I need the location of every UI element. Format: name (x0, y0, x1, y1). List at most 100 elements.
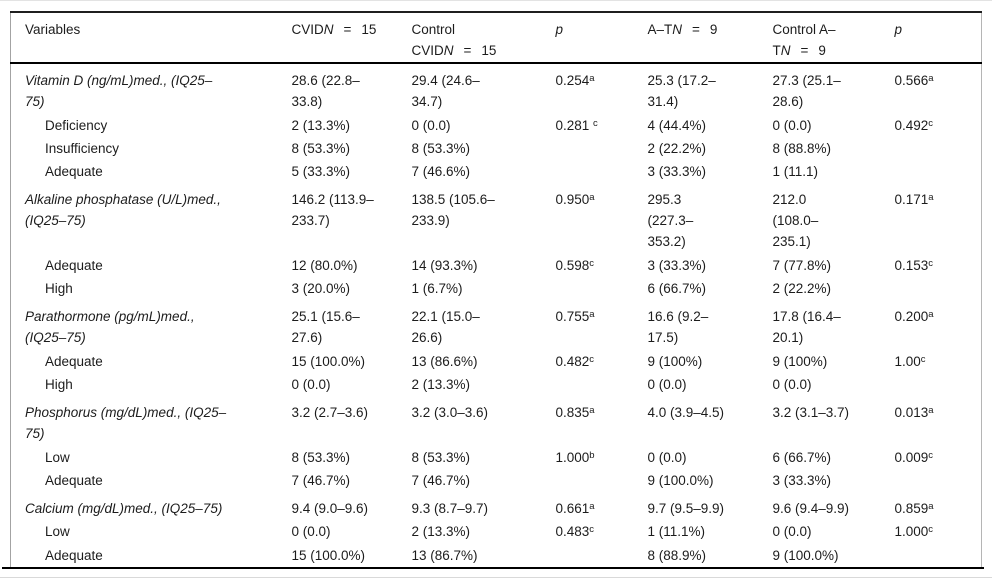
control-a-t-value: 9 (100.0%) (772, 547, 839, 563)
p-value-left: 0.482c (555, 353, 595, 369)
a-t-value: 295.3 (227.3–353.2) (647, 192, 694, 250)
control-cvid-value: 22.1 (15.0–26.6) (411, 309, 480, 346)
cvid-value: 7 (46.7%) (291, 472, 351, 488)
column-header-variables: Variables (25, 22, 81, 37)
control-a-t-value: 3.2 (3.1–3.7) (772, 405, 850, 421)
p-value-right: 0.200a (894, 309, 934, 325)
row-label: Insufficiency (45, 140, 120, 156)
cvid-value: 15 (100.0%) (291, 547, 366, 563)
row-label: Phosphorus (mg/dL)med., (IQ25–75) (25, 405, 227, 442)
footnote-marker: a (928, 192, 934, 204)
footnote-marker: a (589, 73, 595, 84)
control-a-t-value: 1 (11.1) (772, 163, 819, 179)
row-label: Adequate (45, 472, 103, 488)
p-value-right: 0.013a (894, 405, 934, 421)
a-t-value: 1 (11.1%) (647, 524, 706, 540)
column-header-a-t: A–TN = 9 (647, 12, 772, 63)
page-frame-line-top (0, 0, 992, 1)
sample-size: 15 (481, 43, 497, 58)
cvid-value: 3.2 (2.7–3.6) (291, 405, 369, 421)
cvid-value: 146.2 (113.9–233.7) (291, 192, 374, 229)
row-label: Adequate (45, 163, 103, 179)
p-value-left (555, 544, 647, 567)
footnote-marker: a (589, 192, 595, 204)
category-row: Adequate 12 (80.0%) 14 (93.3%) 0.598c 3 (33.… (11, 254, 982, 277)
control-a-t-value: 8 (88.8%) (772, 140, 832, 156)
cvid-value: 28.6 (22.8–33.8) (291, 73, 360, 109)
p-value-left: 1.000b (555, 449, 595, 465)
a-t-value: 9 (100.0%) (647, 472, 714, 488)
a-t-value: 25.3 (17.2–31.4) (647, 73, 716, 109)
a-t-value: 3 (33.3%) (647, 163, 707, 179)
control-cvid-value: 2 (13.3%) (411, 524, 471, 540)
footnote-marker: a (928, 73, 934, 84)
group-label: A–T (647, 22, 673, 37)
row-label: Adequate (45, 547, 103, 563)
control-cvid-value: 14 (93.3%) (411, 257, 478, 273)
footnote-marker: c (593, 117, 598, 129)
control-cvid-value: 8 (53.3%) (411, 140, 471, 156)
p-value-left: 0.950a (555, 192, 595, 208)
cvid-value: 0 (0.0) (291, 524, 331, 540)
group-label: CVID (291, 22, 324, 37)
cvid-value: 12 (80.0%) (291, 257, 358, 273)
row-label: Low (45, 449, 70, 465)
p-value-right (894, 373, 982, 396)
row-label: Alkaline phosphatase (U/L)med., (IQ25–75… (25, 192, 221, 229)
category-row: Deficiency 2 (13.3%) 0 (0.0) 0.281 c 4 (44.4… (11, 114, 982, 137)
a-t-value: 2 (22.2%) (647, 140, 707, 156)
control-a-t-value: 3 (33.3%) (772, 472, 832, 488)
p-value-right: 0.171a (894, 192, 934, 208)
p-value-right: 0.566a (894, 73, 934, 88)
control-cvid-value: 138.5 (105.6–233.9) (411, 192, 495, 229)
cvid-value: 15 (100.0%) (291, 353, 366, 369)
row-label: High (45, 376, 73, 392)
category-row: Low 8 (53.3%) 8 (53.3%) 1.000b 0 (0.0) 6 (66.… (11, 446, 982, 469)
a-t-value: 4.0 (3.9–4.5) (647, 405, 725, 421)
column-header-p-right: p (894, 22, 903, 37)
row-label: Deficiency (45, 117, 108, 133)
footnote-marker: c (928, 524, 934, 536)
a-t-value: 9.7 (9.5–9.9) (647, 501, 725, 517)
sample-size: 9 (709, 22, 718, 37)
control-a-t-value: 2 (22.2%) (772, 281, 832, 297)
control-a-t-value: 27.3 (25.1–28.6) (772, 73, 841, 109)
sample-size: 15 (361, 22, 377, 37)
control-cvid-value: 29.4 (24.6–34.7) (411, 73, 480, 109)
footnote-marker: a (928, 501, 934, 513)
n-symbol: N (323, 22, 334, 37)
row-label: Parathormone (pg/mL)med., (IQ25–75) (25, 309, 195, 346)
footnote-marker: a (589, 405, 595, 417)
category-row: Adequate 7 (46.7%) 7 (46.7%) 9 (100.0%) 3 (3… (11, 469, 982, 492)
p-value-left (555, 137, 647, 160)
cvid-value: 25.1 (15.6–27.6) (291, 309, 360, 346)
a-t-value: 8 (88.9%) (647, 547, 707, 563)
column-header-control-a-t: Control A–TN = 9 (772, 12, 894, 63)
footnote-marker: c (920, 353, 926, 365)
cvid-value: 8 (53.3%) (291, 449, 351, 465)
footnote-marker: c (928, 257, 934, 269)
category-row: Low 0 (0.0) 2 (13.3%) 0.483c 1 (11.1%) 0 (0.0… (11, 520, 982, 543)
control-cvid-value: 0 (0.0) (411, 117, 451, 133)
control-cvid-value: 3.2 (3.0–3.6) (411, 405, 489, 421)
control-a-t-value: 9.6 (9.4–9.9) (772, 501, 850, 517)
p-value-right (894, 469, 982, 492)
row-label: High (45, 281, 73, 297)
a-t-value: 16.6 (9.2–17.5) (647, 309, 709, 346)
row-label: Vitamin D (ng/mL)med., (IQ25–75) (25, 73, 213, 109)
equals-sign: = (343, 22, 352, 37)
variable-row: Vitamin D (ng/mL)med., (IQ25–75) 28.6 (22… (11, 63, 982, 114)
control-cvid-value: 2 (13.3%) (411, 376, 471, 392)
footnote-marker: c (589, 353, 595, 365)
equals-sign: = (463, 43, 472, 58)
control-a-t-value: 0 (0.0) (772, 376, 812, 392)
row-label: Adequate (45, 353, 103, 369)
category-row: High 0 (0.0) 2 (13.3%) 0 (0.0) 0 (0.0) (11, 373, 982, 396)
p-value-left: 0.755a (555, 309, 595, 325)
cvid-value: 5 (33.3%) (291, 163, 351, 179)
a-t-value: 0 (0.0) (647, 449, 687, 465)
n-symbol: N (672, 22, 683, 37)
control-cvid-value: 7 (46.7%) (411, 472, 471, 488)
a-t-value: 4 (44.4%) (647, 117, 707, 133)
control-a-t-value: 9 (100%) (772, 353, 828, 369)
